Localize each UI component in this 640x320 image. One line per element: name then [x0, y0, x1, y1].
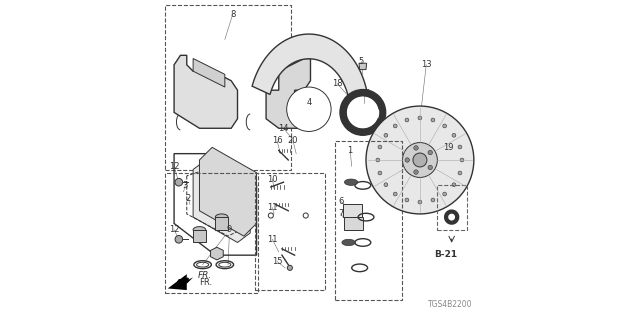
Circle shape — [460, 158, 464, 162]
Text: 10: 10 — [267, 174, 278, 184]
Text: B-21: B-21 — [434, 250, 457, 259]
Polygon shape — [266, 59, 310, 128]
Circle shape — [384, 133, 388, 137]
Text: 2: 2 — [186, 194, 191, 203]
Text: 16: 16 — [272, 136, 282, 146]
Circle shape — [175, 178, 182, 186]
Circle shape — [394, 124, 397, 128]
Circle shape — [376, 158, 380, 162]
Text: 11: 11 — [267, 203, 278, 212]
Polygon shape — [211, 247, 223, 260]
Text: 18: 18 — [332, 79, 343, 88]
Circle shape — [405, 118, 409, 122]
Circle shape — [287, 265, 292, 270]
Text: 8: 8 — [230, 10, 236, 19]
Bar — [215, 217, 228, 230]
Text: 6: 6 — [338, 197, 343, 206]
Circle shape — [452, 133, 456, 137]
Text: 7: 7 — [338, 209, 343, 219]
Circle shape — [413, 153, 427, 167]
Circle shape — [366, 106, 474, 214]
Circle shape — [431, 118, 435, 122]
Bar — [335, 141, 402, 300]
Circle shape — [405, 158, 410, 162]
Text: 13: 13 — [421, 60, 431, 69]
Circle shape — [458, 171, 462, 175]
Text: 5: 5 — [358, 57, 364, 66]
Text: FR.: FR. — [198, 271, 212, 280]
Ellipse shape — [344, 179, 358, 185]
Text: 14: 14 — [278, 124, 289, 133]
Circle shape — [414, 170, 418, 174]
Polygon shape — [359, 63, 367, 69]
Bar — [193, 230, 206, 243]
Text: TGS4B2200: TGS4B2200 — [428, 300, 472, 309]
Circle shape — [418, 200, 422, 204]
Text: 15: 15 — [272, 257, 282, 266]
Circle shape — [458, 145, 462, 149]
Circle shape — [378, 171, 382, 175]
Circle shape — [428, 150, 433, 155]
Bar — [343, 204, 362, 217]
Circle shape — [175, 236, 182, 243]
Circle shape — [403, 142, 437, 178]
Text: 20: 20 — [288, 136, 298, 146]
Bar — [164, 173, 258, 293]
Polygon shape — [193, 160, 250, 243]
Circle shape — [443, 124, 447, 128]
Circle shape — [384, 183, 388, 187]
Bar — [436, 185, 467, 230]
Text: 9: 9 — [227, 225, 232, 234]
Text: 3: 3 — [182, 181, 188, 190]
Circle shape — [418, 116, 422, 120]
Text: 12: 12 — [169, 162, 179, 171]
Text: 4: 4 — [307, 99, 312, 108]
Text: 17: 17 — [359, 89, 370, 98]
Ellipse shape — [193, 227, 206, 233]
Text: 1: 1 — [348, 146, 353, 155]
Polygon shape — [168, 274, 193, 290]
Circle shape — [378, 145, 382, 149]
Circle shape — [414, 146, 418, 150]
Circle shape — [443, 192, 447, 196]
Polygon shape — [252, 34, 367, 97]
Polygon shape — [174, 55, 237, 128]
Text: 12: 12 — [169, 225, 179, 234]
Circle shape — [405, 198, 409, 202]
Text: 11: 11 — [267, 235, 278, 244]
Text: 19: 19 — [444, 143, 454, 152]
Ellipse shape — [342, 239, 355, 246]
Circle shape — [431, 198, 435, 202]
Bar — [255, 173, 324, 290]
Polygon shape — [200, 147, 257, 236]
Circle shape — [394, 192, 397, 196]
Circle shape — [287, 87, 331, 132]
Bar — [164, 4, 291, 170]
Bar — [344, 217, 364, 230]
Text: FR.: FR. — [200, 278, 212, 287]
Polygon shape — [193, 59, 225, 87]
Circle shape — [428, 165, 433, 170]
Ellipse shape — [215, 214, 228, 220]
Circle shape — [452, 183, 456, 187]
